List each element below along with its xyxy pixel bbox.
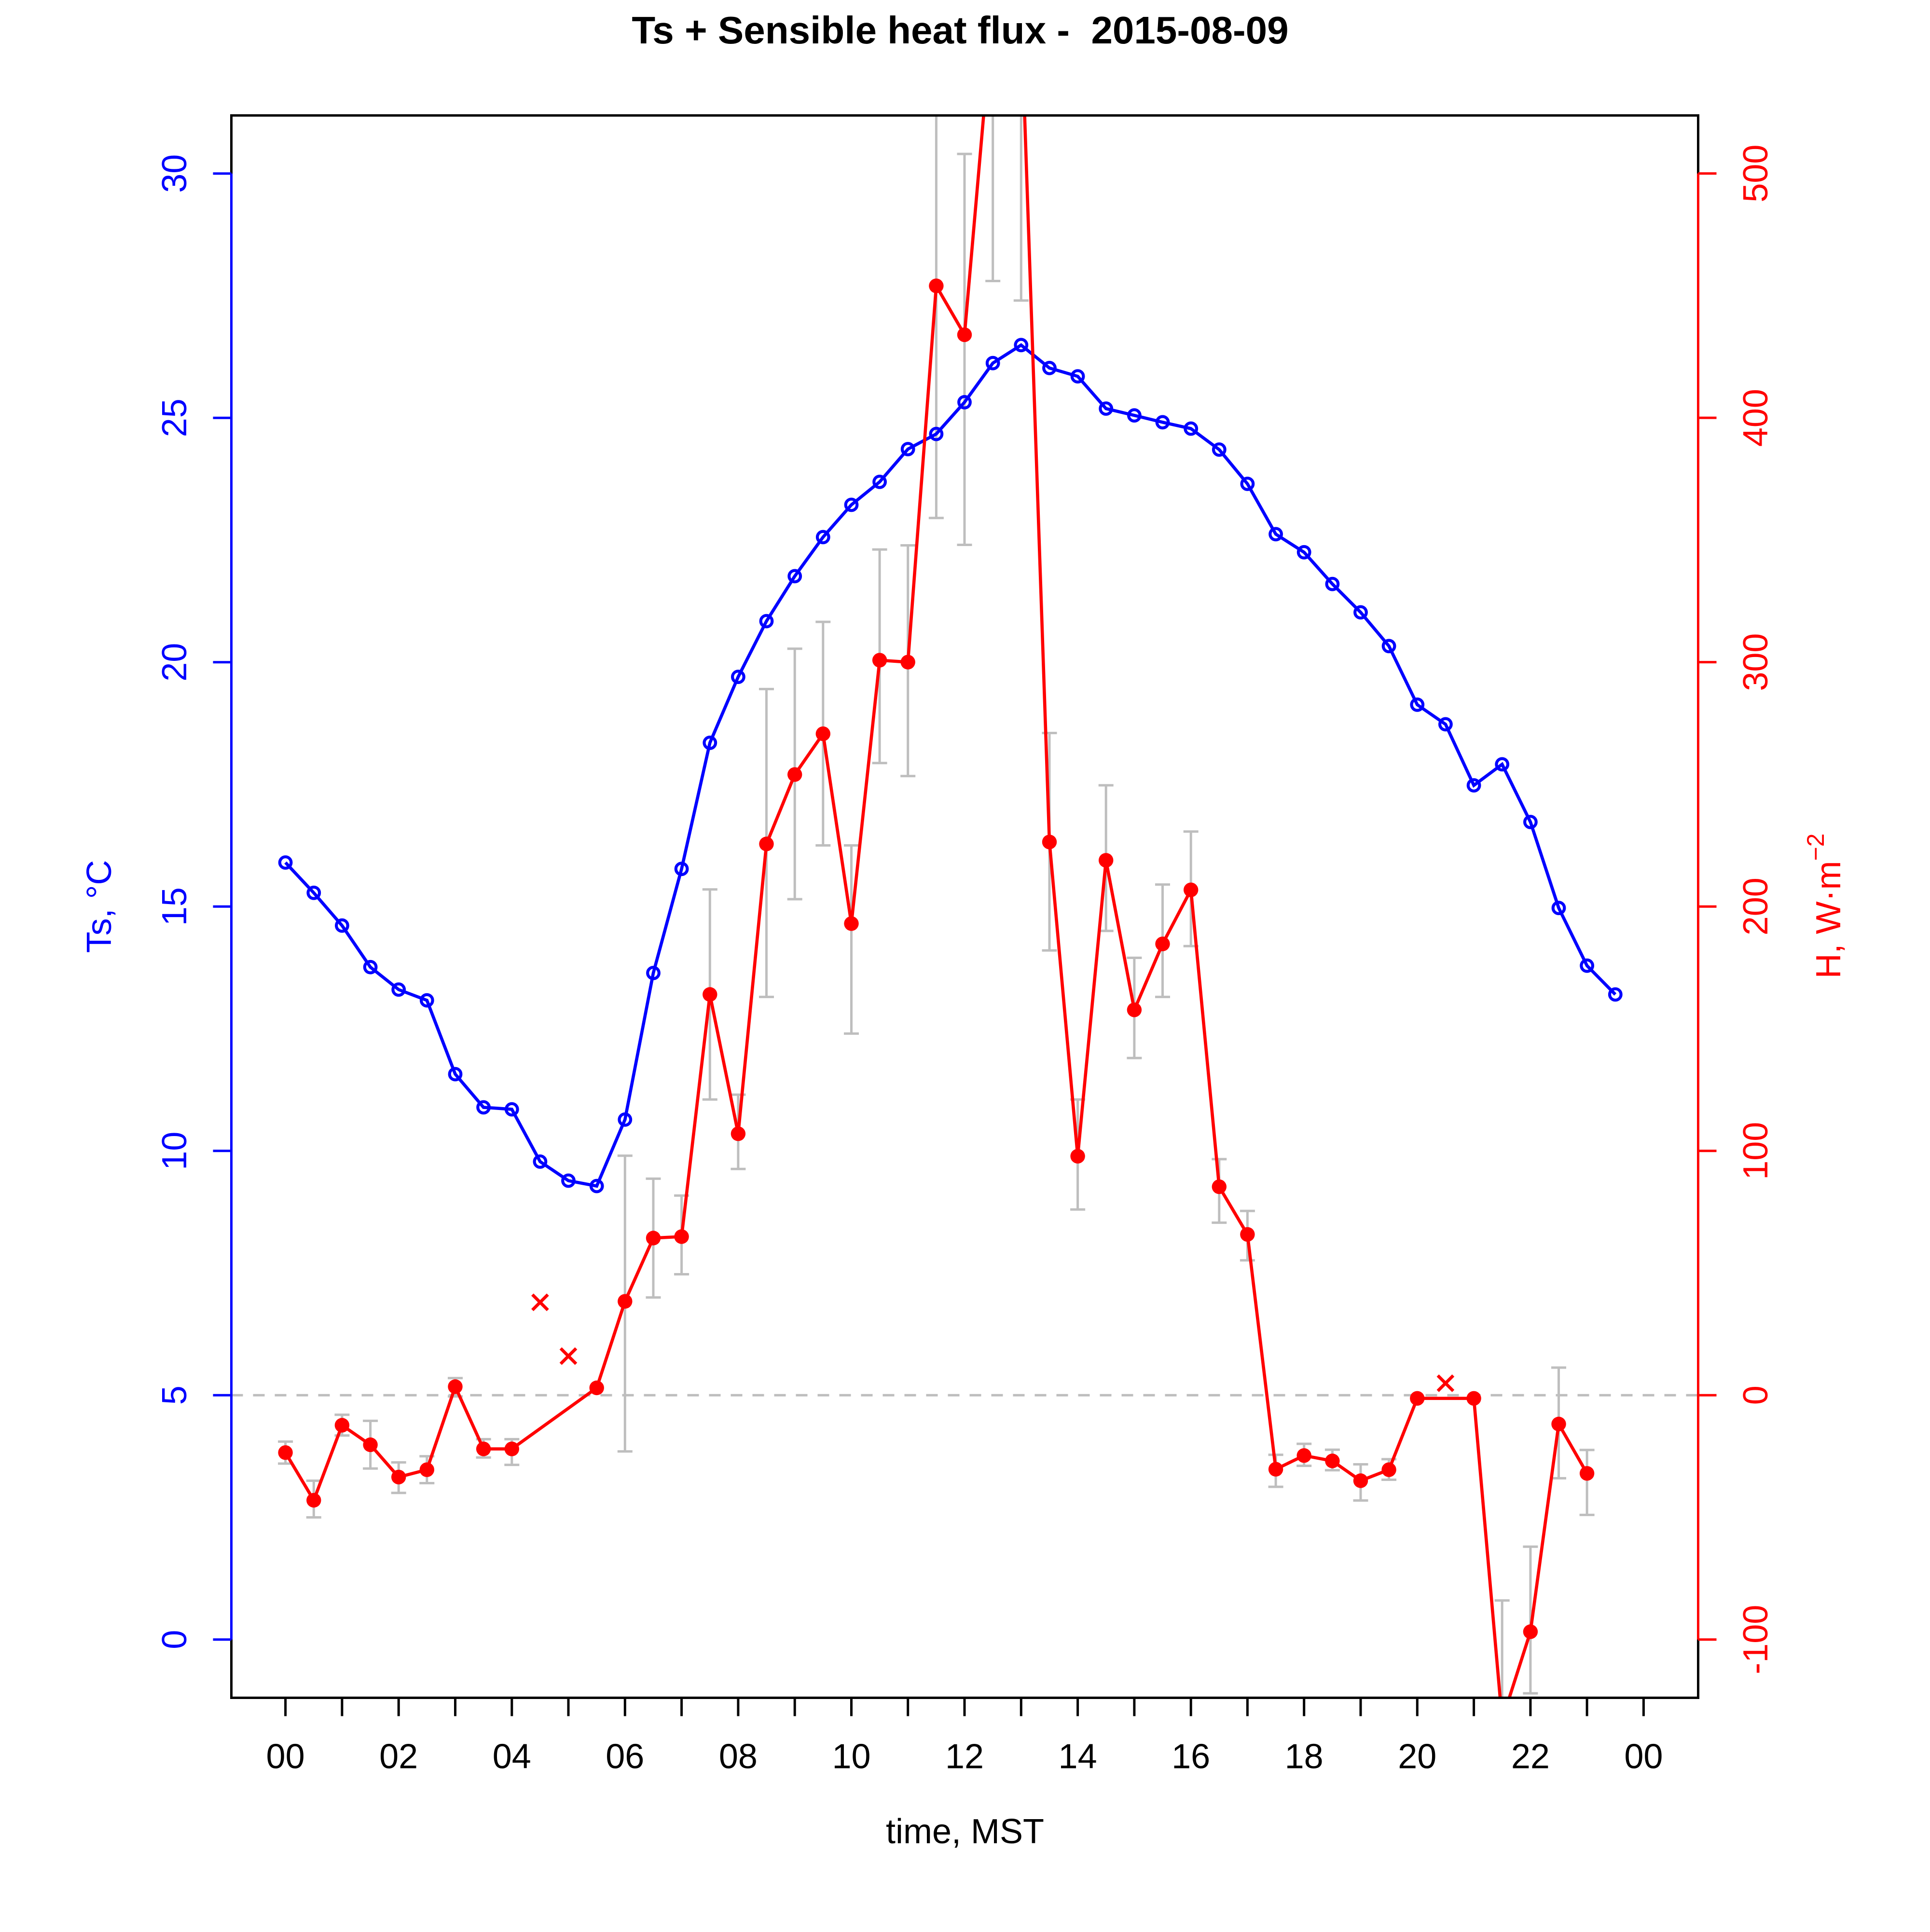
svg-text:5: 5	[155, 1385, 194, 1405]
svg-text:20: 20	[1398, 1738, 1436, 1776]
svg-text:22: 22	[1511, 1738, 1550, 1776]
svg-text:10: 10	[155, 1132, 194, 1170]
svg-text:20: 20	[155, 643, 194, 682]
svg-text:0: 0	[1737, 1385, 1775, 1405]
svg-text:15: 15	[155, 887, 194, 926]
svg-text:00: 00	[266, 1738, 305, 1776]
svg-text:12: 12	[945, 1738, 984, 1776]
svg-text:time, MST: time, MST	[886, 1812, 1044, 1851]
svg-text:16: 16	[1172, 1738, 1210, 1776]
svg-text:08: 08	[719, 1738, 758, 1776]
svg-text:14: 14	[1059, 1738, 1097, 1776]
svg-text:Ts, °C: Ts, °C	[80, 860, 119, 953]
svg-text:00: 00	[1624, 1738, 1663, 1776]
svg-text:10: 10	[832, 1738, 870, 1776]
svg-text:18: 18	[1285, 1738, 1323, 1776]
svg-text:30: 30	[155, 154, 194, 193]
svg-text:100: 100	[1737, 1122, 1775, 1180]
svg-text:06: 06	[606, 1738, 644, 1776]
svg-text:300: 300	[1737, 633, 1775, 691]
svg-text:Ts + Sensible heat flux - 201: Ts + Sensible heat flux - 2015-08-09	[632, 9, 1288, 52]
svg-text:02: 02	[379, 1738, 418, 1776]
svg-text:-100: -100	[1737, 1605, 1775, 1674]
svg-text:200: 200	[1737, 877, 1775, 935]
svg-text:0: 0	[155, 1630, 194, 1649]
svg-text:400: 400	[1737, 389, 1775, 447]
svg-text:500: 500	[1737, 145, 1775, 203]
svg-text:25: 25	[155, 398, 194, 437]
svg-text:04: 04	[493, 1738, 531, 1776]
